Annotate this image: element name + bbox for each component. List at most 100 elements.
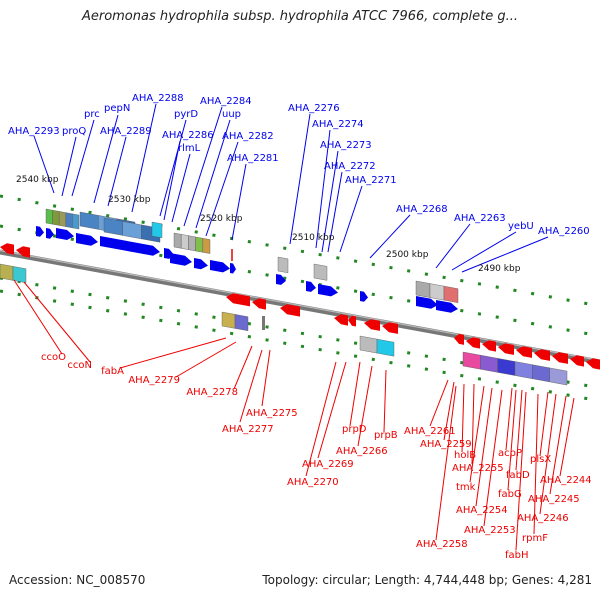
accession-label: Accession: NC_008570 <box>9 573 146 587</box>
reverse-gene-arrow[interactable] <box>570 355 584 367</box>
gene-label[interactable]: AHA_2254 <box>456 505 508 516</box>
reverse-gene-arrow[interactable] <box>454 333 464 345</box>
forward-gene-arrow[interactable] <box>360 291 368 302</box>
reverse-gene-arrow[interactable] <box>498 343 514 355</box>
gene-label[interactable]: AHA_2271 <box>345 175 397 186</box>
gene-label[interactable]: AHA_2278 <box>186 387 238 398</box>
gene-label[interactable]: ccoO <box>41 352 66 363</box>
gene-label[interactable]: fabG <box>498 489 522 500</box>
gene-label[interactable]: AHA_2273 <box>320 140 372 151</box>
feature-marker <box>262 316 265 330</box>
gene-label[interactable]: AHA_2277 <box>222 424 274 435</box>
kbp-label: 2540 kbp <box>16 175 59 185</box>
gene-label[interactable]: plsX <box>530 454 551 465</box>
gene-label[interactable]: AHA_2263 <box>454 213 506 224</box>
reverse-gene-arrow[interactable] <box>334 314 348 326</box>
forward-gene-arrow[interactable] <box>436 300 458 313</box>
reverse-gene-arrow[interactable] <box>16 246 30 258</box>
gene-label[interactable]: tmk <box>456 482 476 493</box>
gene-label[interactable]: proQ <box>62 126 86 137</box>
gene-label[interactable]: AHA_2244 <box>540 475 592 486</box>
forward-gene-arrow[interactable] <box>76 233 98 246</box>
gene-label-leader <box>233 345 253 390</box>
reverse-gene-arrow[interactable] <box>382 322 398 334</box>
forward-gene-arrow[interactable] <box>276 274 286 285</box>
gene-label[interactable]: fabD <box>506 470 530 481</box>
gene-label[interactable]: AHA_2261 <box>404 426 456 437</box>
reverse-gene-arrow[interactable] <box>586 358 600 370</box>
gene-label[interactable]: AHA_2286 <box>162 130 214 141</box>
forward-gene-arrow[interactable] <box>416 296 438 309</box>
forward-gene-arrow[interactable] <box>306 281 316 292</box>
forward-gene-arrow[interactable] <box>210 260 230 273</box>
cds-box <box>188 235 196 252</box>
gene-label[interactable]: AHA_2289 <box>100 126 152 137</box>
gene-label[interactable]: AHA_2259 <box>420 439 472 450</box>
gene-label-leader <box>61 136 77 197</box>
gene-label[interactable]: AHA_2281 <box>227 153 279 164</box>
gene-label[interactable]: AHA_2253 <box>464 525 516 536</box>
cds-box <box>173 232 182 249</box>
forward-gene-arrow[interactable] <box>318 284 338 297</box>
gene-label-leader <box>23 281 91 363</box>
gene-label[interactable]: pyrD <box>174 109 198 120</box>
gene-label[interactable]: AHA_2258 <box>416 539 468 550</box>
reverse-gene-arrow[interactable] <box>516 346 532 358</box>
gene-label[interactable]: AHA_2268 <box>396 204 448 215</box>
gene-label[interactable]: rlmL <box>178 143 201 154</box>
gene-label[interactable]: pepN <box>104 103 130 114</box>
gene-label[interactable]: AHA_2255 <box>452 463 504 474</box>
gene-label[interactable]: AHA_2245 <box>528 494 580 505</box>
forward-gene-arrow[interactable] <box>36 226 44 237</box>
reverse-gene-arrow[interactable] <box>280 304 300 317</box>
reverse-gene-arrow[interactable] <box>482 340 496 352</box>
gene-label[interactable]: AHA_2274 <box>312 119 364 130</box>
gene-label-leader <box>559 397 575 477</box>
gene-label-leader <box>435 385 457 541</box>
forward-gene-arrow[interactable] <box>230 263 236 274</box>
gene-label[interactable]: fabH <box>505 550 529 561</box>
gene-label[interactable]: uup <box>222 109 241 120</box>
gene-label[interactable]: AHA_2275 <box>246 408 298 419</box>
cds-box <box>52 209 60 226</box>
reverse-gene-arrow[interactable] <box>466 337 480 349</box>
gene-label[interactable]: yebU <box>508 221 534 232</box>
gene-label[interactable]: AHA_2272 <box>324 161 376 172</box>
reverse-gene-arrow[interactable] <box>534 349 550 361</box>
reverse-gene-arrow[interactable] <box>348 315 356 327</box>
gene-label-leader <box>461 236 549 273</box>
gene-label[interactable]: AHA_2282 <box>222 131 274 142</box>
cds-box <box>195 236 204 253</box>
reverse-gene-arrow[interactable] <box>364 319 380 331</box>
gene-label[interactable]: acpP <box>498 448 522 459</box>
reverse-gene-arrow[interactable] <box>252 298 266 310</box>
forward-gene-arrow[interactable] <box>100 236 160 256</box>
gene-label[interactable]: ccoN <box>67 360 92 371</box>
forward-gene-arrow[interactable] <box>46 228 54 239</box>
gene-label[interactable]: prpD <box>342 424 367 435</box>
reverse-gene-arrow[interactable] <box>552 352 568 364</box>
reverse-gene-arrow[interactable] <box>226 293 250 307</box>
gene-label[interactable]: prc <box>84 109 100 120</box>
gene-label[interactable]: AHA_2246 <box>517 513 569 524</box>
gene-label[interactable]: rpmF <box>522 533 548 544</box>
gene-label[interactable]: AHA_2279 <box>128 375 180 386</box>
gene-label[interactable]: AHA_2293 <box>8 126 60 137</box>
gene-label-leader <box>171 153 191 223</box>
gene-label[interactable]: AHA_2260 <box>538 226 590 237</box>
gene-label[interactable]: fabA <box>101 366 124 377</box>
reverse-gene-arrow[interactable] <box>0 243 14 255</box>
gene-label[interactable]: AHA_2288 <box>132 93 184 104</box>
gene-label-leader <box>327 171 343 253</box>
forward-gene-arrow[interactable] <box>56 228 74 241</box>
gene-label[interactable]: AHA_2266 <box>336 446 388 457</box>
forward-gene-arrow[interactable] <box>194 258 208 270</box>
gene-label[interactable]: holB <box>454 450 476 461</box>
gene-label[interactable]: prpB <box>374 430 398 441</box>
forward-gene-arrow[interactable] <box>170 253 192 266</box>
gene-label[interactable]: AHA_2269 <box>302 459 354 470</box>
gene-label-leader <box>261 349 271 407</box>
gene-label[interactable]: AHA_2284 <box>200 96 252 107</box>
gene-label[interactable]: AHA_2270 <box>287 477 339 488</box>
gene-label[interactable]: AHA_2276 <box>288 103 340 114</box>
